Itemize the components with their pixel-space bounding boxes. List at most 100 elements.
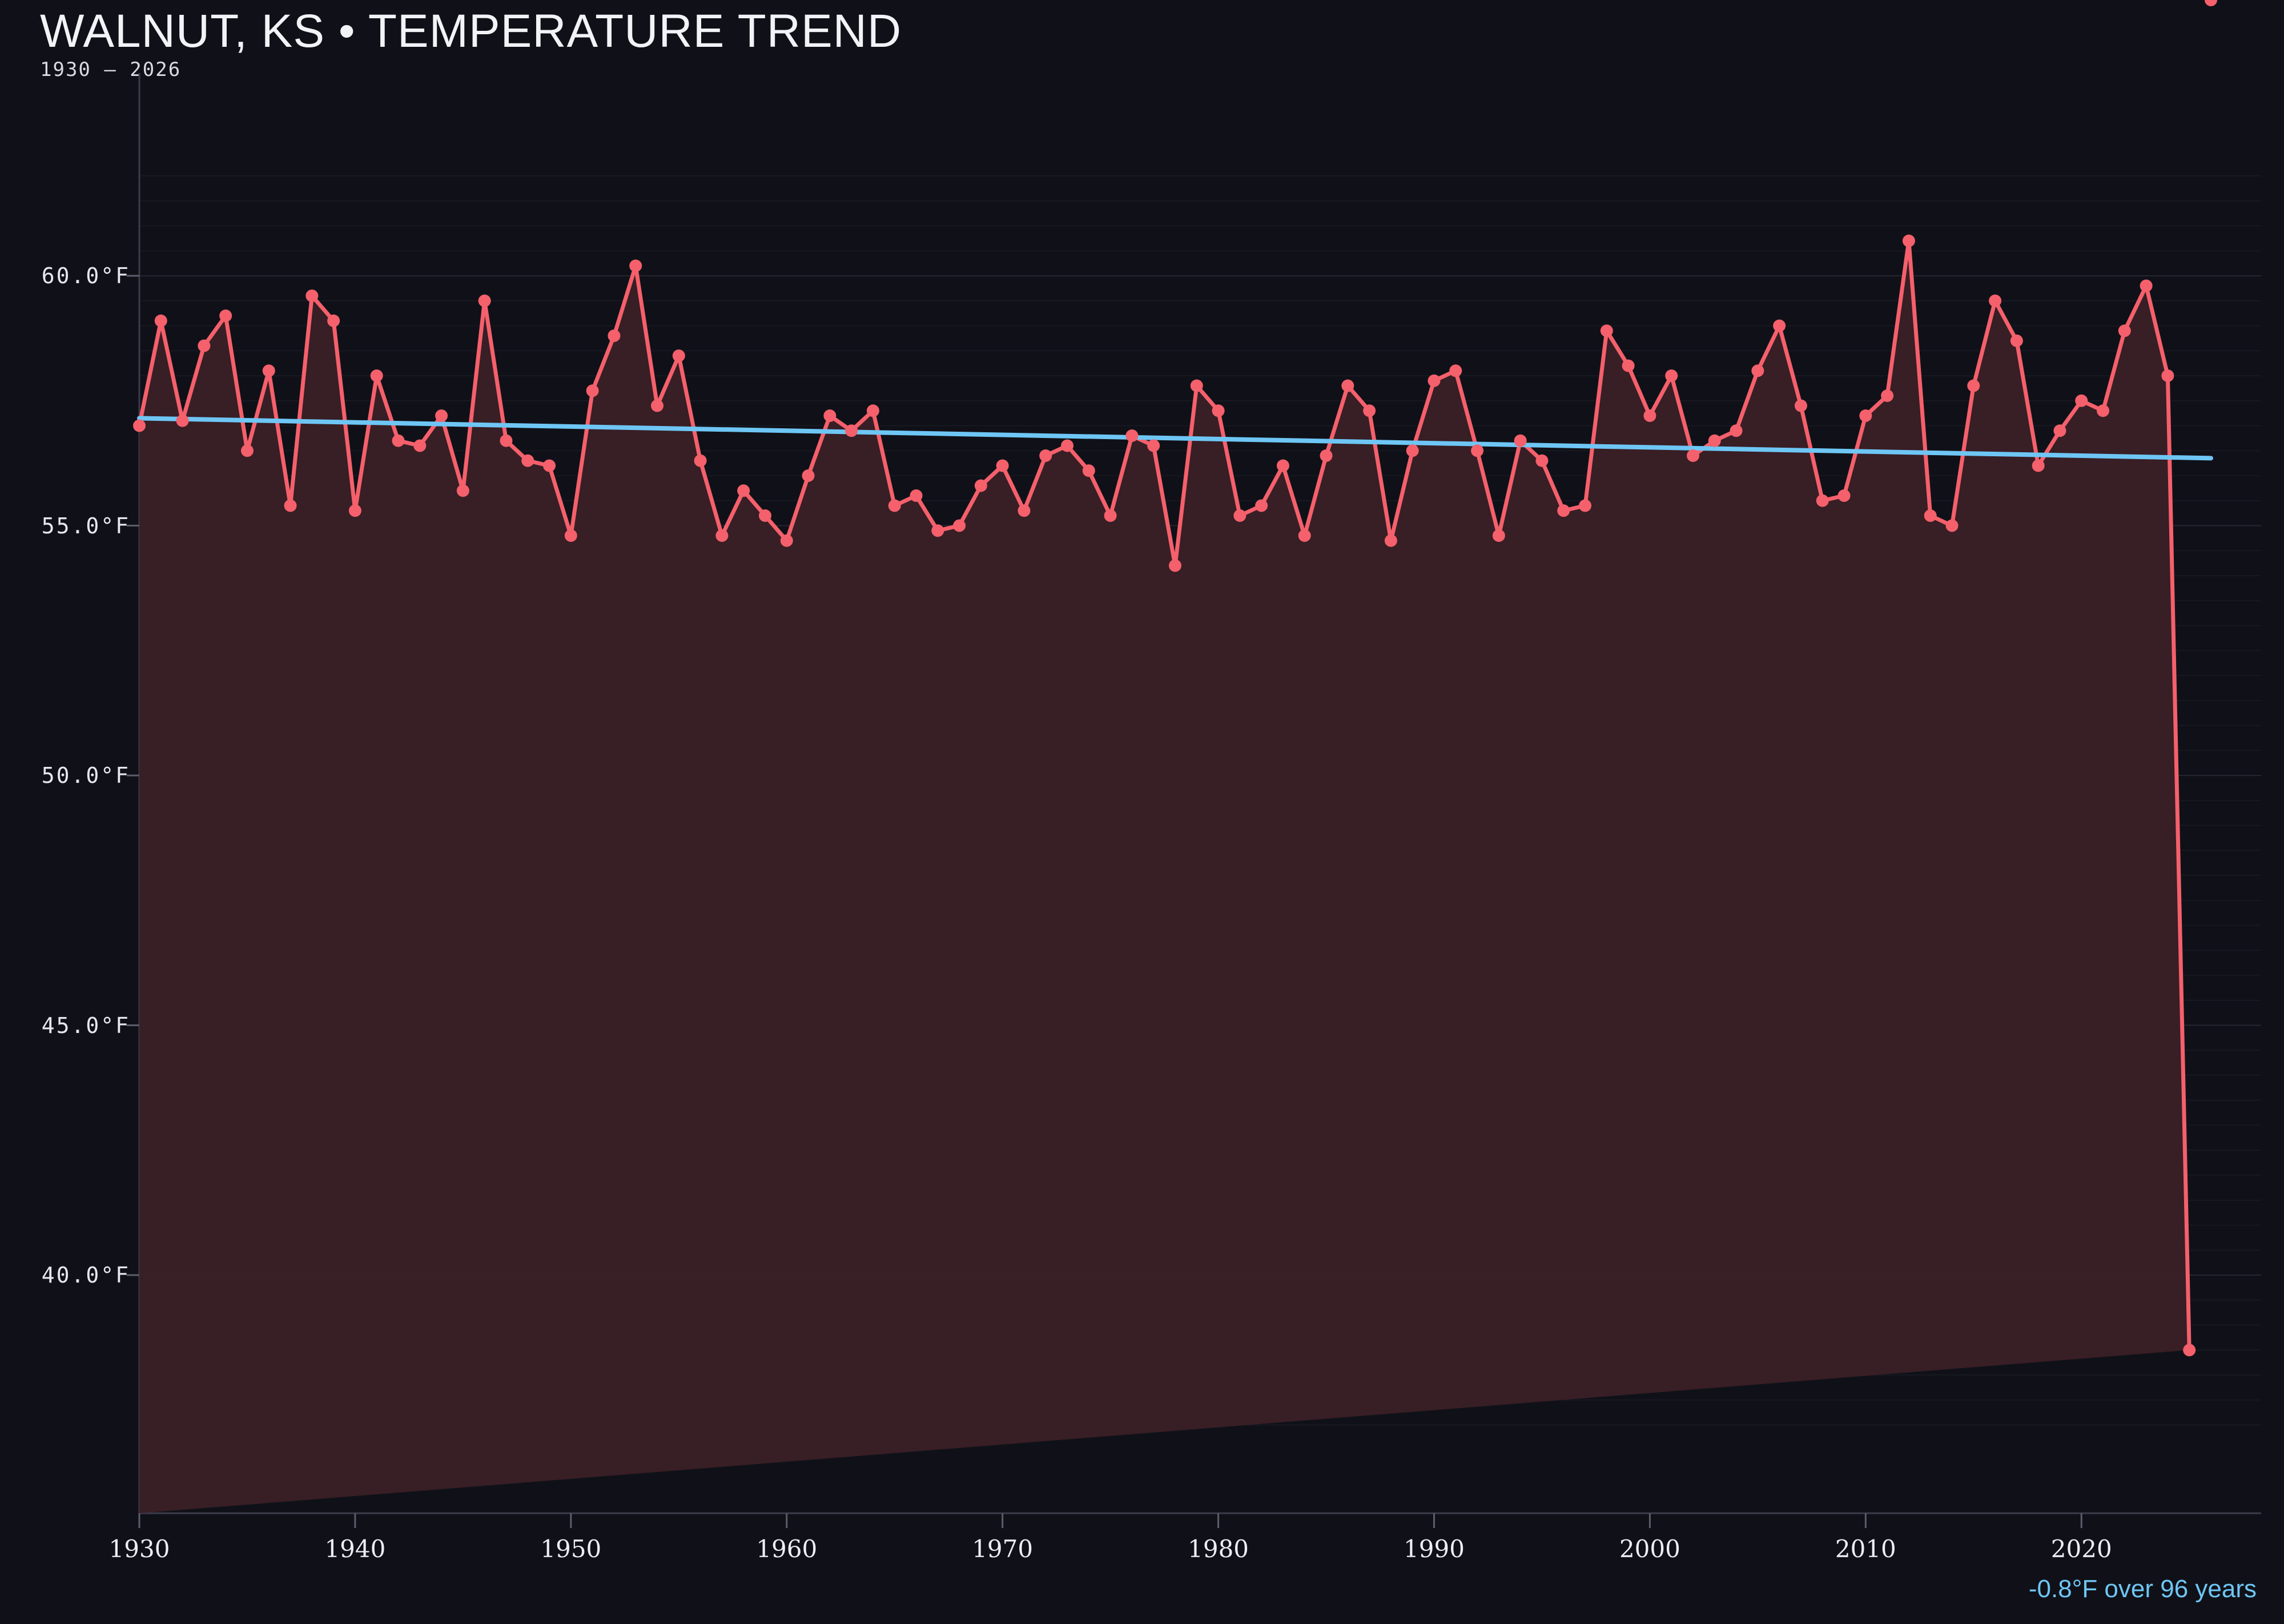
data-point — [2205, 0, 2217, 6]
data-point — [348, 504, 361, 517]
data-point — [629, 259, 642, 272]
data-point — [1298, 529, 1311, 542]
data-point — [1708, 434, 1721, 447]
data-point — [1125, 429, 1139, 442]
chart-header: WALNUT, KS • TEMPERATURE TREND 1930 – 20… — [40, 5, 1753, 82]
data-point — [1643, 409, 1656, 422]
data-point — [521, 454, 534, 467]
data-point — [2161, 369, 2174, 382]
data-point — [586, 384, 599, 397]
data-point — [1514, 434, 1527, 447]
data-point — [1535, 454, 1549, 467]
x-axis-tick-label: 1960 — [756, 1535, 818, 1563]
data-point — [651, 399, 664, 412]
data-point — [996, 459, 1009, 472]
data-point — [780, 534, 793, 547]
data-point — [2097, 404, 2110, 417]
data-point — [1341, 379, 1354, 392]
data-point — [176, 414, 189, 427]
data-point — [1859, 409, 1872, 422]
data-point — [1276, 459, 1289, 472]
trend-line — [137, 416, 2213, 461]
data-point — [370, 369, 383, 382]
data-point — [327, 314, 340, 327]
data-point — [413, 439, 427, 452]
data-point — [1579, 499, 1592, 512]
x-axis-tick-label: 1990 — [1404, 1535, 1465, 1563]
data-point — [1600, 324, 1613, 337]
tick-marks — [127, 275, 2082, 1528]
data-point — [672, 349, 685, 362]
data-point — [758, 509, 771, 522]
x-axis-tick-label: 1930 — [108, 1535, 170, 1563]
data-point — [456, 484, 469, 497]
data-point — [1924, 509, 1937, 522]
data-point — [1363, 404, 1376, 417]
data-point — [1039, 449, 1052, 462]
x-axis-tick-label: 1950 — [540, 1535, 602, 1563]
data-point — [1816, 494, 1829, 507]
x-axis-tick-label: 2020 — [2050, 1535, 2112, 1563]
data-point — [219, 309, 232, 322]
series-line — [137, 239, 2191, 1352]
data-point — [823, 409, 837, 422]
data-point — [866, 404, 879, 417]
data-point — [1018, 504, 1031, 517]
data-point — [1622, 359, 1635, 372]
data-point — [2032, 459, 2045, 472]
data-point — [1147, 439, 1160, 452]
data-point — [2140, 279, 2153, 292]
data-point — [1104, 509, 1117, 522]
y-axis-tick-label: 55.0°F — [41, 513, 130, 538]
data-point — [1169, 559, 1181, 572]
data-point — [1190, 379, 1203, 392]
data-point — [392, 434, 405, 447]
data-point — [543, 459, 556, 472]
data-point — [1082, 464, 1095, 477]
data-point — [1687, 449, 1699, 462]
data-point — [931, 524, 944, 537]
y-axis-tick-label: 60.0°F — [41, 263, 130, 288]
x-axis-tick-label: 2000 — [1619, 1535, 1680, 1563]
data-point — [198, 339, 211, 352]
page-title: WALNUT, KS • TEMPERATURE TREND — [40, 5, 902, 57]
data-point — [1492, 529, 1505, 542]
data-point — [305, 290, 319, 302]
y-axis-tick-label: 40.0°F — [41, 1263, 130, 1288]
data-point — [564, 529, 577, 542]
data-point — [608, 329, 621, 342]
data-point — [2053, 424, 2066, 437]
data-point — [500, 434, 513, 447]
data-point — [240, 444, 254, 457]
data-point — [262, 364, 275, 377]
data-point — [1837, 489, 1851, 502]
data-point — [888, 499, 901, 512]
x-axis-tick-label: 1970 — [972, 1535, 1034, 1563]
data-point — [2183, 1344, 2196, 1357]
data-point — [1945, 519, 1959, 532]
data-point — [737, 484, 750, 497]
data-point — [694, 454, 707, 467]
data-point — [974, 479, 987, 492]
data-point — [1557, 504, 1570, 517]
data-point — [910, 489, 923, 502]
data-point — [1384, 534, 1397, 547]
data-point — [2118, 324, 2131, 337]
data-point — [1406, 444, 1419, 457]
data-point — [1061, 439, 1074, 452]
data-point — [1665, 369, 1678, 382]
x-axis-tick-label: 2010 — [1835, 1535, 1896, 1563]
data-point — [435, 409, 448, 422]
data-point — [953, 519, 966, 532]
data-point — [1902, 234, 1915, 247]
data-point — [1730, 424, 1743, 437]
data-point — [133, 419, 146, 432]
data-point — [1449, 364, 1462, 377]
x-axis-tick-label: 1940 — [324, 1535, 386, 1563]
data-point — [1881, 389, 1894, 402]
series-markers — [133, 0, 2217, 1357]
trend-summary-note: -0.8°F over 96 years — [2028, 1575, 2257, 1603]
chart-subtitle: 1930 – 2026 — [40, 58, 182, 81]
